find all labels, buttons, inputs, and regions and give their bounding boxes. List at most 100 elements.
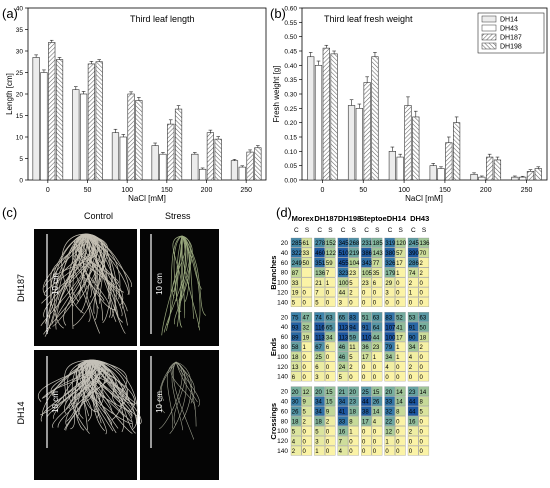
heatmap-cell (384, 287, 395, 298)
heatmap-cell-value: 1 (349, 429, 353, 435)
heatmap-cell-value: 2 (420, 271, 424, 277)
y-tick-label: 0.60 (284, 6, 297, 13)
heatmap-cell-value: 5 (292, 429, 296, 435)
heatmap-cell (324, 426, 336, 436)
heatmap-cell (301, 322, 313, 332)
heatmap-cell-value: 20 (349, 390, 356, 396)
heatmap-row-label: 20 (281, 314, 289, 321)
heatmap-cell-value: 0 (349, 375, 353, 381)
bar-dh14 (470, 173, 478, 181)
heatmap-row-label: 60 (281, 334, 289, 341)
heatmap-cell-value: 5 (292, 301, 296, 307)
heatmap-cell-value: 20 (315, 390, 322, 396)
heatmap-cell-value: 17 (396, 335, 403, 341)
heatmap-cell-value: 0 (303, 429, 307, 435)
heatmap-cell-value: 57 (396, 251, 403, 257)
root-strand (74, 233, 124, 309)
heatmap-cell (384, 361, 395, 372)
y-tick-label: 0.55 (284, 20, 297, 27)
heatmap-cell (361, 237, 372, 248)
heatmap-cell-value: 33 (292, 281, 299, 287)
heatmap-row-label: 80 (281, 344, 289, 351)
heatmap-cell (324, 247, 336, 258)
root-strand (166, 235, 183, 326)
heatmap-cell (395, 351, 406, 362)
heatmap-cell-value: 380 (385, 251, 396, 257)
root-system-dh187-control (40, 233, 133, 337)
heatmap-cell (384, 416, 395, 426)
heatmap-cell-value: 16 (339, 429, 346, 435)
heatmap-cell (337, 406, 349, 416)
heatmap-cell (290, 247, 302, 258)
bar-dh198 (95, 61, 103, 181)
heatmap-cell-value: 14 (396, 390, 403, 396)
heatmap-row-label: 140 (277, 374, 288, 381)
heatmap-cell-value: 7 (315, 291, 319, 297)
y-tick-label: 0.05 (284, 163, 297, 170)
y-tick-label: 15 (16, 113, 24, 120)
photo-row-dh14: DH14 (16, 401, 26, 424)
heatmap-cell-value: 0 (303, 365, 307, 371)
heatmap-cell (314, 341, 325, 352)
heatmap-cell (348, 416, 359, 426)
heatmap-cell-value: 0 (373, 439, 377, 445)
heatmap-cell-value: 33 (303, 251, 310, 257)
heatmap-cell-value: 0 (303, 301, 307, 307)
heatmap-cell (314, 267, 325, 278)
heatmap-cell-value: 2 (409, 281, 413, 287)
heatmap-cell (371, 247, 383, 258)
heatmap-cell (418, 287, 430, 298)
heatmap-cell-value: 26 (373, 400, 380, 406)
heatmap-cell-value: 41 (396, 325, 403, 331)
heatmap-cell (337, 361, 349, 372)
heatmap-cell (324, 297, 336, 307)
heatmap-cell-value: 17 (396, 261, 403, 267)
heatmap-cell (324, 351, 336, 362)
heatmap-cell-value: 50 (420, 325, 427, 331)
heatmap-cell-value: 23 (349, 271, 356, 277)
heatmap-cell (314, 247, 325, 258)
heatmap-cell (337, 426, 349, 436)
heatmap-cell (324, 435, 336, 446)
heatmap-cell-value: 0 (420, 449, 424, 455)
x-tick-label: 100 (398, 187, 410, 194)
heatmap-cell-value: 0 (420, 281, 424, 287)
heatmap-cell-value: 1 (326, 281, 330, 287)
heatmap-cell-value: 107 (385, 325, 396, 331)
y-tick-label: 0.00 (284, 178, 297, 185)
heatmap-cell (314, 331, 325, 342)
heatmap-cell-value: 32 (303, 325, 310, 331)
heatmap-cell-value: 24 (339, 365, 346, 371)
heatmap-block-label: Branches (269, 256, 278, 290)
root-strand (43, 233, 95, 335)
bar-dh14 (307, 56, 315, 181)
heatmap-cell (418, 371, 430, 382)
heatmap-cell (348, 297, 359, 307)
heatmap-cell-value: 21 (339, 390, 346, 396)
heatmap-cell (371, 341, 383, 352)
heatmap-cell (314, 426, 325, 436)
heatmap-cell-value: 67 (315, 345, 322, 351)
heatmap-cell-value: 15 (373, 390, 380, 396)
heatmap-cell-value: 319 (385, 241, 396, 247)
chart-a-xlabel: NaCl [mM] (128, 194, 166, 203)
heatmap-cell (324, 267, 336, 278)
heatmap-cell (384, 247, 395, 258)
heatmap-cell-value: 18 (349, 410, 356, 416)
heatmap-cell (407, 287, 419, 298)
heatmap-cell-value: 4 (292, 439, 296, 445)
heatmap-cell-value: 8 (396, 410, 400, 416)
heatmap-cell (418, 257, 430, 268)
heatmap-cell (337, 331, 349, 342)
heatmap-cell (348, 287, 359, 298)
x-tick-label: 100 (121, 187, 133, 194)
heatmap-cell (418, 351, 430, 362)
heatmap-cell (361, 386, 372, 397)
heatmap-cell (395, 426, 406, 436)
root-strand (91, 359, 138, 416)
root-strand (178, 235, 186, 302)
heatmap-group-header: DH43 (410, 214, 429, 223)
heatmap-cell (290, 445, 302, 456)
root-strand (181, 235, 202, 290)
heatmap-cell-value: 286 (409, 261, 420, 267)
